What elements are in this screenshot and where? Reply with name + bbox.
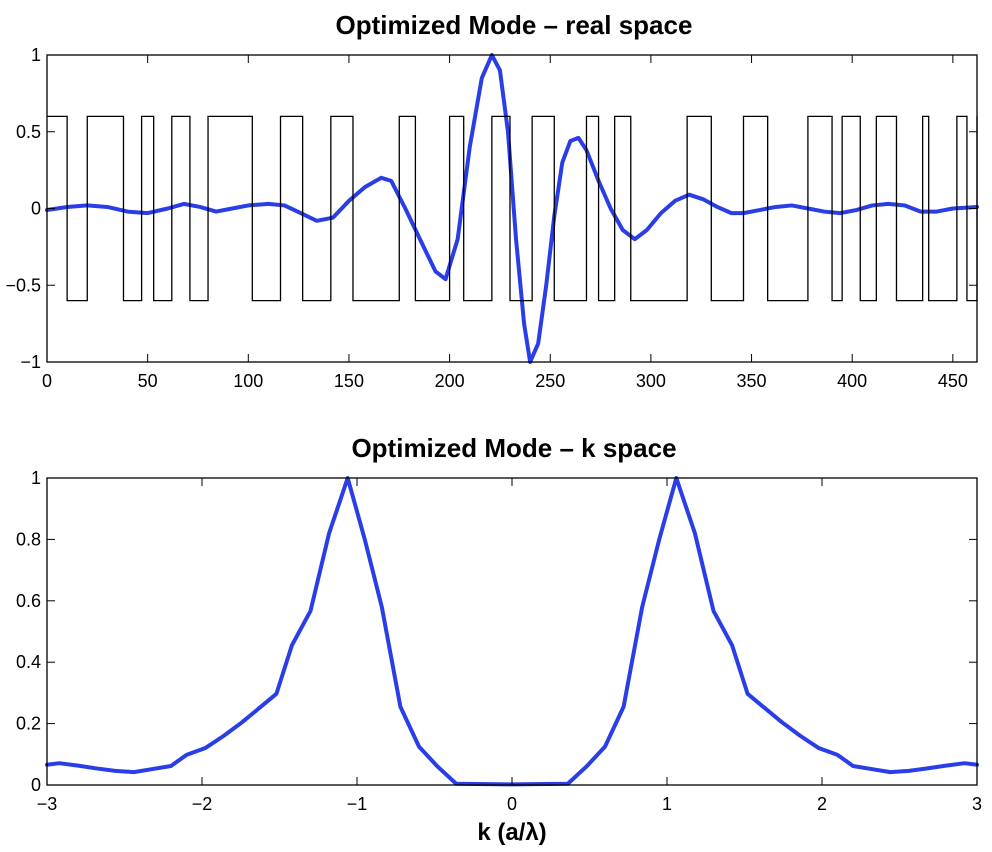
x-tick-label: 0	[42, 371, 52, 391]
y-tick-label: −1	[20, 352, 41, 372]
x-tick-label: 50	[138, 371, 158, 391]
real-space-panel: Optimized Mode – real space 0 50 100 150 200…	[5, 10, 979, 391]
y-tick-label: 0.4	[16, 652, 41, 672]
x-tick-label: −2	[192, 794, 213, 814]
k-space-axes-frame	[46, 477, 978, 786]
x-tick-label: 2	[817, 794, 827, 814]
x-tick-label: 150	[334, 371, 364, 391]
real-space-marks	[45, 53, 979, 364]
real-space-ticks: 0 50 100 150 200 250 300 350 400 450 −1 −0.5 0 0.5 1	[5, 45, 977, 391]
x-tick-label: 350	[737, 371, 767, 391]
k-space-panel: Optimized Mode – k space −3 −2 −1 0 1 2 3 0 0.2 0…	[16, 433, 982, 846]
x-tick-label: 1	[662, 794, 672, 814]
y-tick-label: 0	[31, 775, 41, 795]
x-tick-label: 300	[636, 371, 666, 391]
k-space-title: Optimized Mode – k space	[351, 433, 676, 463]
k-space-mode-line	[45, 476, 979, 787]
x-tick-label: 0	[507, 794, 517, 814]
x-tick-label: −3	[37, 794, 58, 814]
x-tick-label: 250	[535, 371, 565, 391]
x-tick-label: 400	[837, 371, 867, 391]
x-tick-label: 200	[435, 371, 465, 391]
y-tick-label: 1	[31, 45, 41, 65]
k-space-x-axis-label: k (a/λ)	[477, 819, 546, 846]
x-tick-label: 3	[972, 794, 982, 814]
y-tick-label: 0.6	[16, 591, 41, 611]
y-tick-label: 1	[31, 468, 41, 488]
y-tick-label: 0.2	[16, 714, 41, 734]
x-tick-label: 100	[233, 371, 263, 391]
y-tick-label: 0.8	[16, 529, 41, 549]
k-space-ticks: −3 −2 −1 0 1 2 3 0 0.2 0.4 0.6 0.8 1	[16, 468, 982, 814]
y-tick-label: −0.5	[5, 275, 41, 295]
real-space-title: Optimized Mode – real space	[336, 10, 693, 40]
k-space-marks	[45, 476, 979, 787]
x-tick-label: 450	[938, 371, 968, 391]
x-tick-label: −1	[347, 794, 368, 814]
y-tick-label: 0.5	[16, 122, 41, 142]
structure-step-line	[47, 115, 978, 302]
y-tick-label: 0	[31, 199, 41, 219]
real-space-mode-line	[45, 53, 979, 364]
